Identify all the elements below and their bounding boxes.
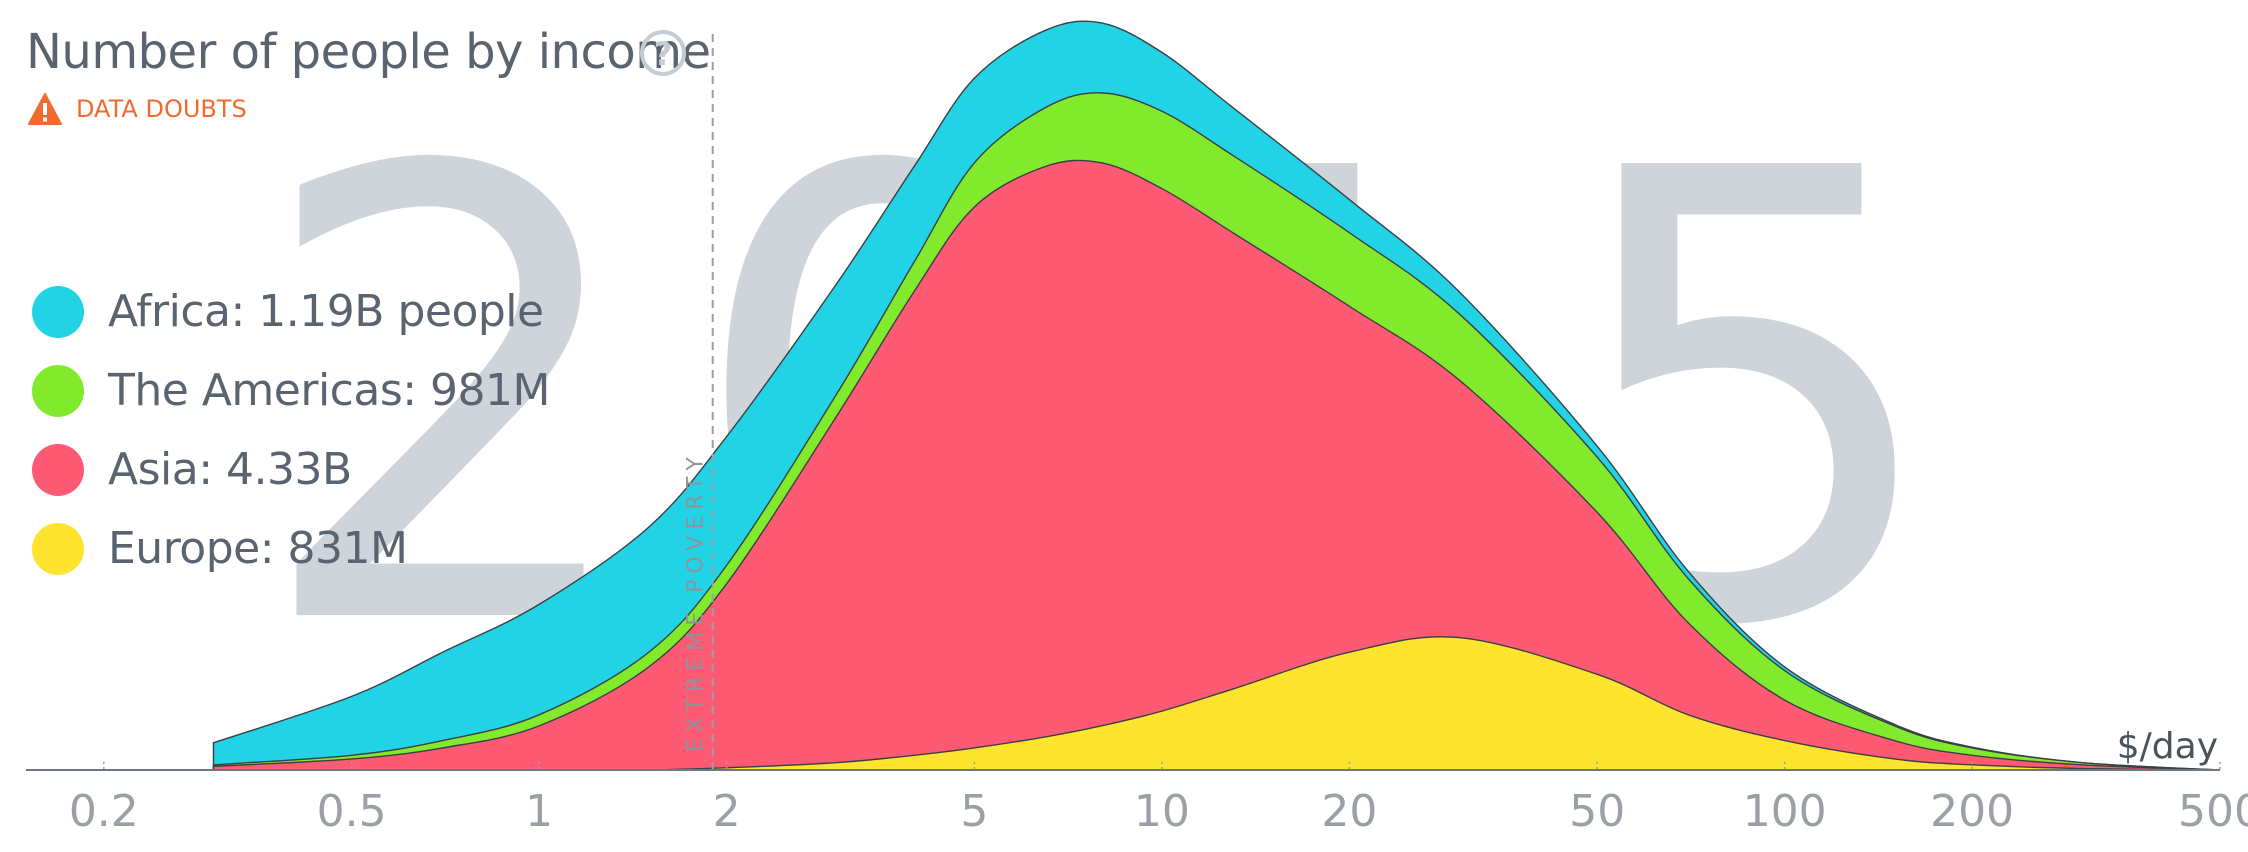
- legend-dot-asia: [32, 443, 84, 496]
- data-doubts-label: DATA DOUBTS: [76, 95, 247, 123]
- x-tick-label: 5: [960, 786, 988, 837]
- x-tick-label: 200: [1930, 786, 2014, 837]
- x-tick-label: 50: [1569, 786, 1625, 837]
- warning-triangle-icon: [28, 93, 62, 125]
- legend-label-americas: The Americas: 981M: [108, 365, 551, 416]
- x-tick-label: 0.5: [317, 786, 387, 837]
- legend-dot-europe: [32, 522, 84, 575]
- question-circle-icon[interactable]: ?: [640, 30, 686, 76]
- extreme-poverty-marker: EXTREME POVERTY: [684, 34, 714, 770]
- series-areas: [212, 20, 2221, 771]
- x-tick-label: 100: [1743, 786, 1827, 837]
- area-asia[interactable]: [212, 159, 2221, 771]
- legend-label-asia: Asia: 4.33B: [108, 444, 352, 495]
- x-tick-label: 0.2: [69, 786, 139, 837]
- x-tick-label: 20: [1321, 786, 1377, 837]
- legend-item-africa[interactable]: Africa: 1.19B people: [32, 272, 550, 351]
- legend-dot-africa: [32, 285, 84, 338]
- extreme-poverty-label: EXTREME POVERTY: [684, 451, 709, 752]
- legend-item-europe[interactable]: Europe: 831M: [32, 509, 550, 588]
- legend-label-europe: Europe: 831M: [108, 523, 408, 574]
- legend-label-africa: Africa: 1.19B people: [108, 286, 544, 337]
- data-doubts-link[interactable]: DATA DOUBTS: [28, 92, 247, 126]
- x-tick-label: 2: [713, 786, 741, 837]
- legend-dot-americas: [32, 364, 84, 417]
- legend-item-americas[interactable]: The Americas: 981M: [32, 351, 551, 430]
- legend-item-asia[interactable]: Asia: 4.33B: [32, 430, 550, 509]
- x-axis: 0.2 0.5 1 2 5 10 20 50 100 200 500 $/day: [26, 726, 2248, 837]
- chart-title: Number of people by income: [26, 24, 711, 80]
- x-tick-label: 500: [2178, 786, 2248, 837]
- legend: Africa: 1.19B people The Americas: 981M …: [32, 272, 551, 588]
- x-tick-label: 1: [525, 786, 553, 837]
- x-tick-label: 10: [1134, 786, 1190, 837]
- x-unit-label: $/day: [2117, 726, 2218, 767]
